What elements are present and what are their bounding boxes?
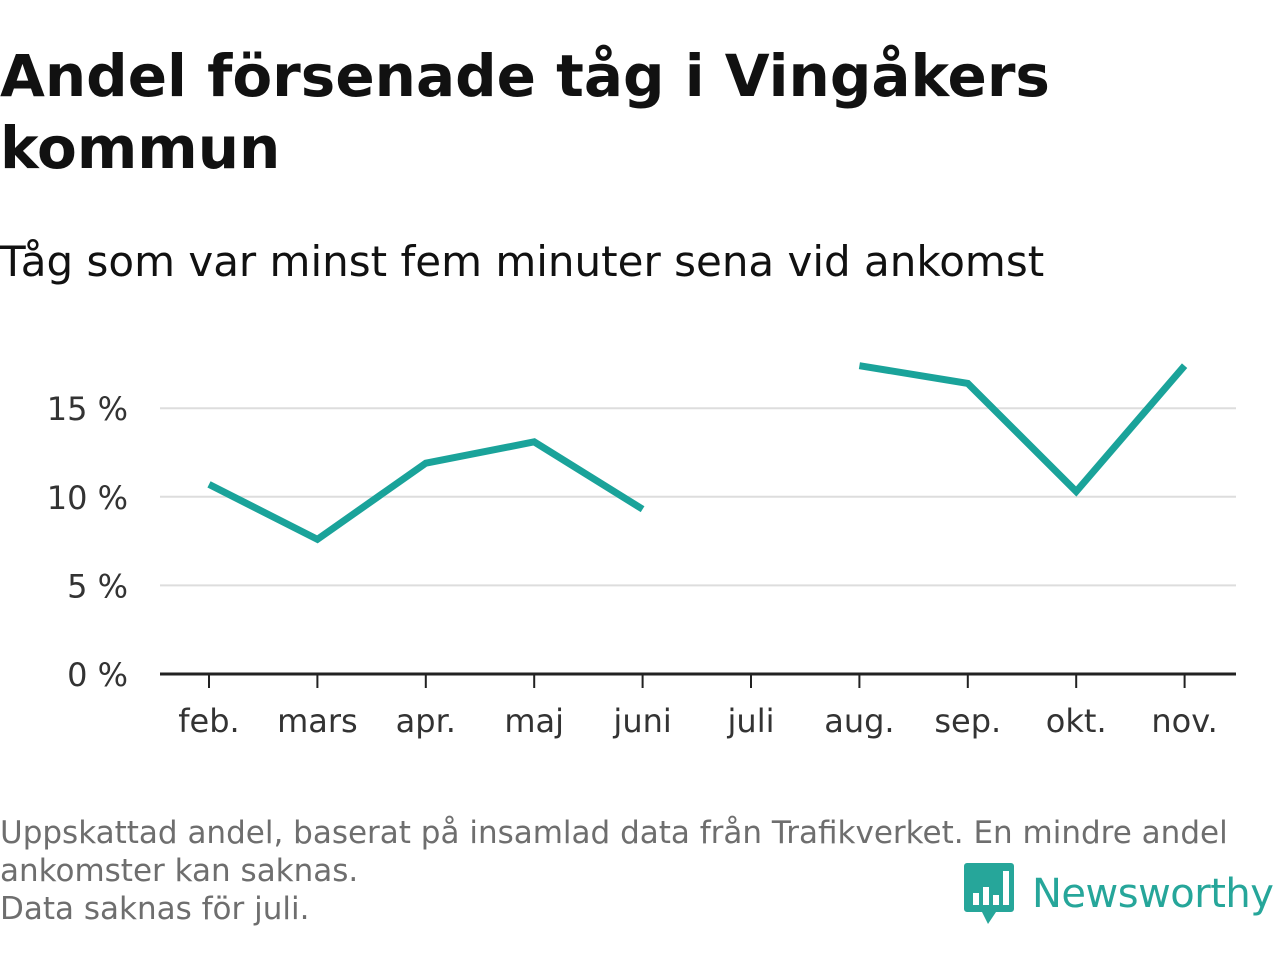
series-line-segment (858, 362, 1188, 497)
bar-chart-speech-icon (964, 863, 1014, 924)
x-tick-label: juni (612, 702, 671, 740)
newsworthy-logo: Newsworthy (964, 862, 1274, 926)
x-tick-label: feb. (178, 702, 239, 740)
x-axis-labels: feb. mars apr. maj juni juli aug. sep. okt. nov. (178, 702, 1218, 740)
x-tick-label: juli (727, 702, 775, 740)
series-lines (207, 362, 1188, 544)
chart-title: Andel försenade tåg i Vingåkers kommun (0, 42, 1050, 182)
chart-subtitle: Tåg som var minst fem minuter sena vid a… (0, 237, 1045, 286)
x-tick-label: mars (277, 702, 358, 740)
y-tick-label: 15 % (47, 390, 128, 428)
x-tick-label: aug. (824, 702, 894, 740)
x-tick-label: sep. (934, 702, 1001, 740)
footer-line-1: Uppskattad andel, baserat på insamlad da… (0, 815, 1228, 851)
gridlines (160, 407, 1236, 587)
y-tick-label: 10 % (47, 479, 128, 517)
line-chart: 0 % 5 % 10 % 15 % feb. mars apr. maj juni juli au… (47, 362, 1236, 740)
x-tick-label: apr. (396, 702, 456, 740)
series-line-segment (207, 438, 645, 544)
y-tick-label: 5 % (67, 567, 128, 605)
x-tick-label: nov. (1151, 702, 1217, 740)
x-tick-label: okt. (1046, 702, 1107, 740)
brand-name: Newsworthy (1032, 871, 1274, 917)
footer-note: Uppskattad andel, baserat på insamlad da… (0, 814, 1270, 928)
y-tick-label: 0 % (67, 656, 128, 694)
x-tick-label: maj (504, 702, 564, 740)
footer-line-3: Data saknas för juli. (0, 891, 310, 927)
footer-line-2: ankomster kan saknas. (0, 853, 359, 889)
y-axis-labels: 0 % 5 % 10 % 15 % (47, 390, 128, 694)
x-axis (160, 672, 1236, 688)
